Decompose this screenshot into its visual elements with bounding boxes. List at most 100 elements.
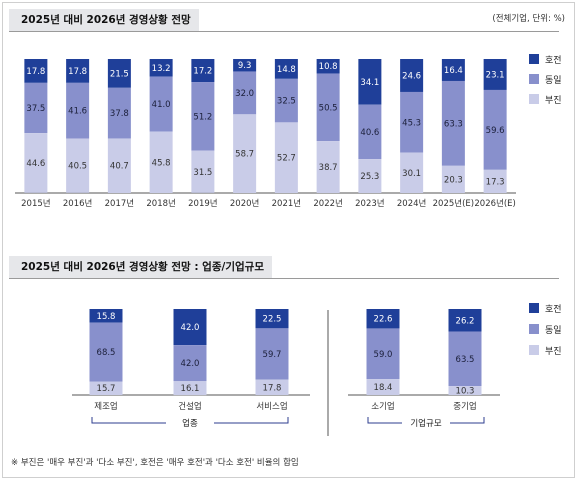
chart-1-value-label: 16.4 bbox=[444, 66, 463, 76]
chart-2-group-label: 기업규모 bbox=[410, 419, 441, 429]
chart-2-bar-부진-0 bbox=[89, 381, 123, 395]
chart-2-x-tick-label: 소기업 bbox=[371, 402, 394, 412]
chart-1-legend-label: 동일 bbox=[545, 75, 562, 86]
chart-1-value-label: 9.3 bbox=[238, 61, 252, 71]
chart-1-legend-label: 부진 bbox=[545, 95, 562, 106]
chart-1-value-label: 20.3 bbox=[444, 175, 463, 185]
chart-2-value-label: 59.0 bbox=[374, 350, 393, 360]
chart-1-value-label: 63.3 bbox=[444, 119, 463, 129]
chart-2-legend-swatch-0 bbox=[529, 303, 539, 313]
chart-2-value-label: 63.5 bbox=[456, 355, 475, 365]
chart-1-x-tick-label: 2022년 bbox=[313, 198, 342, 209]
chart-2-bar-호전-1 bbox=[173, 309, 207, 346]
chart-2-value-label: 15.7 bbox=[97, 384, 116, 394]
chart-1-bar-호전-7 bbox=[316, 59, 340, 74]
chart-1-legend-swatch-0 bbox=[529, 54, 539, 64]
chart-2-legend-swatch-1 bbox=[529, 324, 539, 334]
chart-1-bar-부진-9 bbox=[400, 152, 424, 193]
chart-1-value-label: 45.8 bbox=[152, 158, 171, 168]
chart-1-svg: 17.8 37.5 44.6 2015년 17.8 41.6 40.5 2016년 21.5 37… bbox=[15, 54, 562, 209]
chart-1-value-label: 24.6 bbox=[402, 71, 421, 81]
chart-1-x-tick-label: 2020년 bbox=[230, 198, 259, 209]
chart-1-bar-부진-0 bbox=[24, 133, 48, 193]
chart-1-legend-swatch-2 bbox=[529, 94, 539, 104]
chart-1-value-label: 37.8 bbox=[110, 109, 129, 119]
chart-2-x-tick-label: 제조업 bbox=[94, 402, 117, 412]
chart-2-value-label: 22.6 bbox=[374, 315, 393, 325]
chart-1-bar-동일-8 bbox=[358, 104, 382, 160]
chart-1-bar-동일-6 bbox=[274, 78, 298, 123]
chart-1-bar-동일-11 bbox=[483, 89, 507, 170]
chart-2-bar-부진-4 bbox=[448, 386, 482, 395]
chart-2-x-tick-label: 서비스업 bbox=[256, 402, 287, 412]
chart-1-value-label: 44.6 bbox=[26, 159, 45, 169]
chart-2-legend-swatch-2 bbox=[529, 345, 539, 355]
chart-1-x-tick-label: 2018년 bbox=[146, 198, 175, 209]
chart-1-bar-호전-10 bbox=[441, 59, 465, 81]
chart-2-value-label: 42.0 bbox=[181, 323, 200, 333]
chart-1-bar-부진-11 bbox=[483, 169, 507, 193]
chart-1-bar-동일-0 bbox=[24, 82, 48, 134]
chart-1-bar-동일-9 bbox=[400, 91, 424, 153]
chart-2-bar-동일-2 bbox=[255, 328, 289, 380]
chart-2-value-label: 68.5 bbox=[97, 348, 116, 358]
chart-2-bar-호전-3 bbox=[366, 309, 400, 329]
chart-1-bar-부진-8 bbox=[358, 159, 382, 193]
chart-2-bar-호전-4 bbox=[448, 309, 482, 332]
chart-1-bar-호전-11 bbox=[483, 59, 507, 90]
chart-2-value-label: 17.8 bbox=[263, 383, 282, 393]
chart-1-bar-호전-5 bbox=[233, 59, 257, 72]
chart-1-value-label: 40.5 bbox=[68, 162, 87, 172]
chart-1-value-label: 17.2 bbox=[193, 67, 212, 77]
chart-1-value-label: 51.2 bbox=[193, 112, 212, 122]
chart-1-value-label: 40.7 bbox=[110, 162, 129, 172]
chart-2-value-label: 59.7 bbox=[263, 350, 282, 360]
chart-1-value-label: 21.5 bbox=[110, 69, 129, 79]
chart-1-value-label: 58.7 bbox=[235, 150, 254, 160]
chart-2-value-label: 15.8 bbox=[97, 312, 116, 322]
chart-1-value-label: 14.8 bbox=[277, 65, 296, 75]
chart-2-value-label: 10.3 bbox=[456, 387, 475, 397]
chart-2-bar-부진-1 bbox=[173, 381, 207, 396]
chart-1-bar-호전-6 bbox=[274, 59, 298, 79]
chart-1-value-label: 23.1 bbox=[486, 70, 505, 80]
chart-2-title: 2025년 대비 2026년 경영상황 전망 : 업종/기업규모 bbox=[9, 256, 272, 278]
chart-1-title: 2025년 대비 2026년 경영상황 전망 bbox=[9, 9, 199, 31]
chart-1-bar-부진-6 bbox=[274, 122, 298, 193]
chart-1-value-label: 37.5 bbox=[26, 104, 45, 114]
chart-1-value-label: 32.0 bbox=[235, 89, 254, 99]
chart-1-bar-부진-7 bbox=[316, 141, 340, 193]
chart-1-value-label: 40.6 bbox=[360, 128, 379, 138]
chart-1-bar-부진-1 bbox=[66, 138, 90, 193]
chart-1-value-label: 31.5 bbox=[193, 168, 212, 178]
chart-1-bar-호전-9 bbox=[400, 59, 424, 92]
chart-2-legend-label: 부진 bbox=[545, 346, 562, 357]
chart-2-legend-label: 동일 bbox=[545, 325, 562, 336]
chart-1-value-label: 52.7 bbox=[277, 154, 296, 164]
chart-1-value-label: 17.8 bbox=[68, 67, 87, 77]
chart-1-value-label: 32.5 bbox=[277, 97, 296, 107]
chart-2-value-label: 16.1 bbox=[181, 384, 200, 394]
chart-2-legend-label: 호전 bbox=[545, 304, 562, 315]
chart-1-bar-동일-1 bbox=[66, 82, 90, 139]
chart-1-x-tick-label: 2024년 bbox=[397, 198, 426, 209]
chart-1-bar-부진-2 bbox=[107, 138, 131, 193]
chart-2-value-label: 42.0 bbox=[181, 359, 200, 369]
chart-1-legend-label: 호전 bbox=[545, 55, 562, 66]
chart-1-bar-부진-5 bbox=[233, 114, 257, 193]
chart-2-group-label-bg-0 bbox=[166, 416, 214, 430]
chart-2-bar-호전-2 bbox=[255, 309, 289, 329]
chart-1-value-label: 10.8 bbox=[319, 62, 338, 72]
footnote: ※ 부진은 '매우 부진'과 '다소 부진', 호전은 '매우 호전'과 '다소… bbox=[11, 458, 299, 468]
chart-1-bar-호전-8 bbox=[358, 59, 382, 105]
chart-1-value-label: 17.8 bbox=[26, 67, 45, 77]
chart-1-title-rule bbox=[9, 31, 559, 32]
chart-2-bar-부진-3 bbox=[366, 379, 400, 395]
chart-1-bar-동일-3 bbox=[149, 76, 173, 132]
chart-1-bar-동일-10 bbox=[441, 80, 465, 166]
chart-1-bar-호전-3 bbox=[149, 59, 173, 77]
chart-1-bar-부진-4 bbox=[191, 150, 215, 193]
chart-2-svg: 15.8 68.5 15.7 제조업 42.0 42.0 16.1 건설업 22.5 59.7 17… bbox=[72, 303, 562, 436]
chart-1-value-label: 45.3 bbox=[402, 118, 421, 128]
